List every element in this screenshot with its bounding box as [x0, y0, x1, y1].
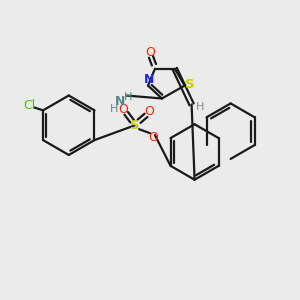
Text: H: H — [110, 104, 118, 114]
Text: S: S — [185, 78, 194, 91]
Text: O: O — [145, 46, 155, 59]
Text: Cl: Cl — [23, 99, 35, 112]
Text: O: O — [148, 130, 158, 144]
Text: H: H — [124, 92, 132, 101]
Text: S: S — [130, 119, 140, 132]
Text: N: N — [115, 95, 125, 108]
Text: O: O — [118, 103, 128, 116]
Text: O: O — [144, 105, 154, 118]
Text: N: N — [144, 73, 154, 86]
Text: H: H — [196, 102, 205, 112]
